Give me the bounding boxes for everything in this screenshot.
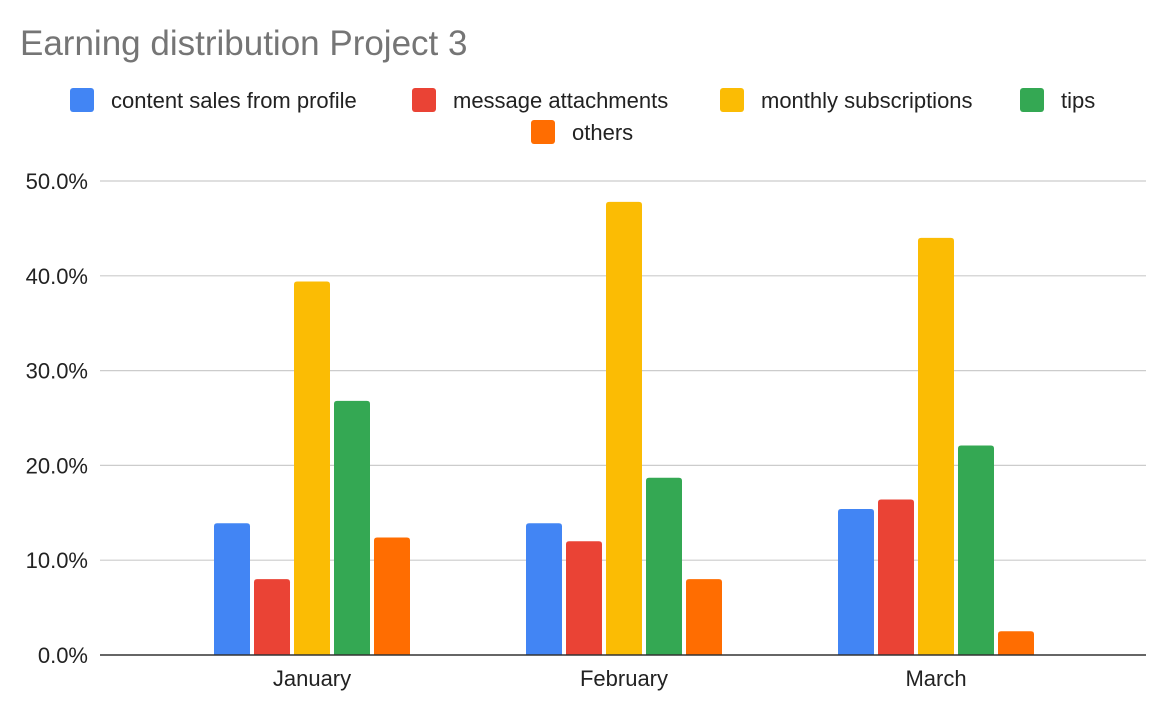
legend-item-tips: tips [1020,88,1095,113]
legend-swatch [70,88,94,112]
legend-label: message attachments [453,88,668,113]
bar-monthly-subscriptions-february [606,201,642,655]
legend-item-content-sales-from-profile: content sales from profile [70,88,357,113]
bar-message-attachments-february [566,541,602,655]
y-tick-label: 20.0% [26,453,88,478]
bar-others-january [374,537,410,655]
x-tick-label: March [905,666,966,691]
x-axis: January February March [100,654,1146,691]
legend-swatch [531,120,555,144]
bar-content-sales-from-profile-january [214,523,250,655]
bar-content-sales-from-profile-february [526,523,562,655]
x-tick-label: January [273,666,351,691]
bar-message-attachments-march [878,499,914,655]
chart-title: Earning distribution Project 3 [20,24,467,63]
y-axis: 0.0% 10.0% 20.0% 30.0% 40.0% 50.0% [26,169,88,668]
legend-swatch [412,88,436,112]
y-tick-label: 10.0% [26,548,88,573]
bar-others-february [686,579,722,655]
legend-item-others: others [531,120,633,145]
bar-monthly-subscriptions-january [294,281,330,655]
legend-label: tips [1061,88,1095,113]
bar-others-march [998,631,1034,655]
legend-item-message-attachments: message attachments [412,88,668,113]
legend: content sales from profile message attach… [70,88,1095,145]
bar-message-attachments-january [254,579,290,655]
legend-swatch [720,88,744,112]
y-tick-label: 0.0% [38,643,88,668]
legend-label: monthly subscriptions [761,88,973,113]
bar-tips-february [646,477,682,655]
legend-label: others [572,120,633,145]
bar-tips-january [334,400,370,655]
legend-item-monthly-subscriptions: monthly subscriptions [720,88,973,113]
y-tick-label: 50.0% [26,169,88,194]
y-tick-label: 30.0% [26,359,88,384]
x-tick-label: February [580,666,668,691]
y-tick-label: 40.0% [26,264,88,289]
legend-swatch [1020,88,1044,112]
bar-content-sales-from-profile-march [838,509,874,655]
legend-label: content sales from profile [111,88,357,113]
bars [214,201,1034,655]
bar-tips-march [958,445,994,655]
bar-monthly-subscriptions-march [918,237,954,655]
